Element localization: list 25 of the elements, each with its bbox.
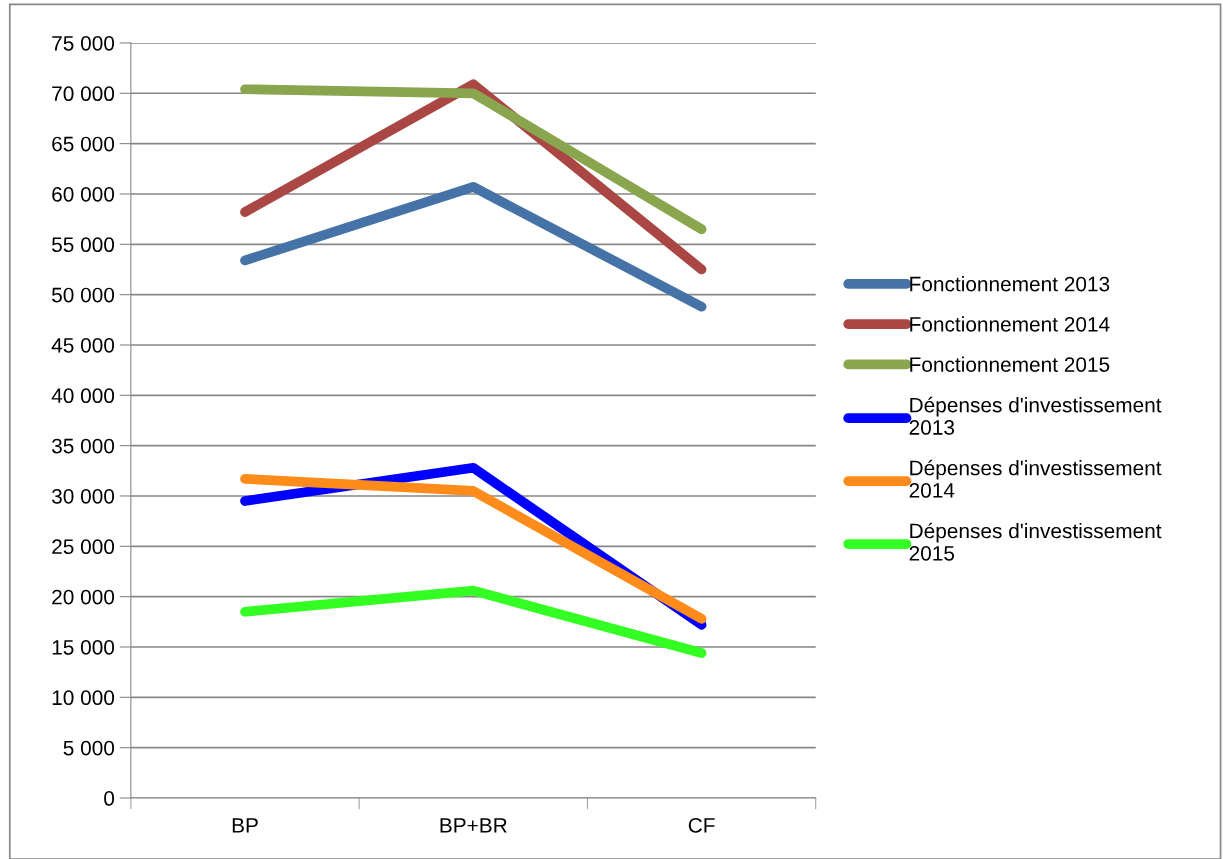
legend-label: Dépenses d'investissement 2013 bbox=[909, 396, 1162, 435]
y-tick-label: 55 000 bbox=[52, 237, 115, 253]
y-tick-label: 75 000 bbox=[52, 35, 115, 51]
y-tick-label: 35 000 bbox=[51, 438, 115, 454]
y-tick-label: 70 000 bbox=[52, 86, 115, 102]
y-tick-label: 50 000 bbox=[52, 287, 115, 303]
y-tick-label: 30 000 bbox=[51, 488, 115, 504]
y-tick-label: 15 000 bbox=[52, 640, 115, 655]
y-tick-label: 60 000 bbox=[52, 186, 115, 202]
x-tick-label: BP bbox=[232, 818, 258, 833]
y-tick-label: 65 000 bbox=[52, 136, 115, 152]
y-tick-label: 25 000 bbox=[52, 539, 115, 555]
legend-label: Fonctionnement 2013 bbox=[910, 276, 1110, 292]
y-tick-label: 20 000 bbox=[52, 589, 115, 605]
legend-label: Dépenses d'investissement 2015 bbox=[909, 522, 1162, 561]
x-tick-label: BP+BR bbox=[440, 818, 507, 833]
y-tick-label: 45 000 bbox=[51, 337, 115, 353]
legend-label: Dépenses d'investissement 2014 bbox=[909, 459, 1162, 498]
y-tick-label: 10 000 bbox=[52, 690, 115, 706]
legend-label: Fonctionnement 2014 bbox=[910, 316, 1110, 332]
legend-label: Fonctionnement 2015 bbox=[910, 356, 1110, 372]
y-tick-label: 40 000 bbox=[51, 388, 115, 404]
y-tick-label: 0 bbox=[104, 791, 115, 806]
x-tick-label: CF bbox=[688, 818, 715, 833]
y-tick-label: 5 000 bbox=[63, 740, 115, 756]
